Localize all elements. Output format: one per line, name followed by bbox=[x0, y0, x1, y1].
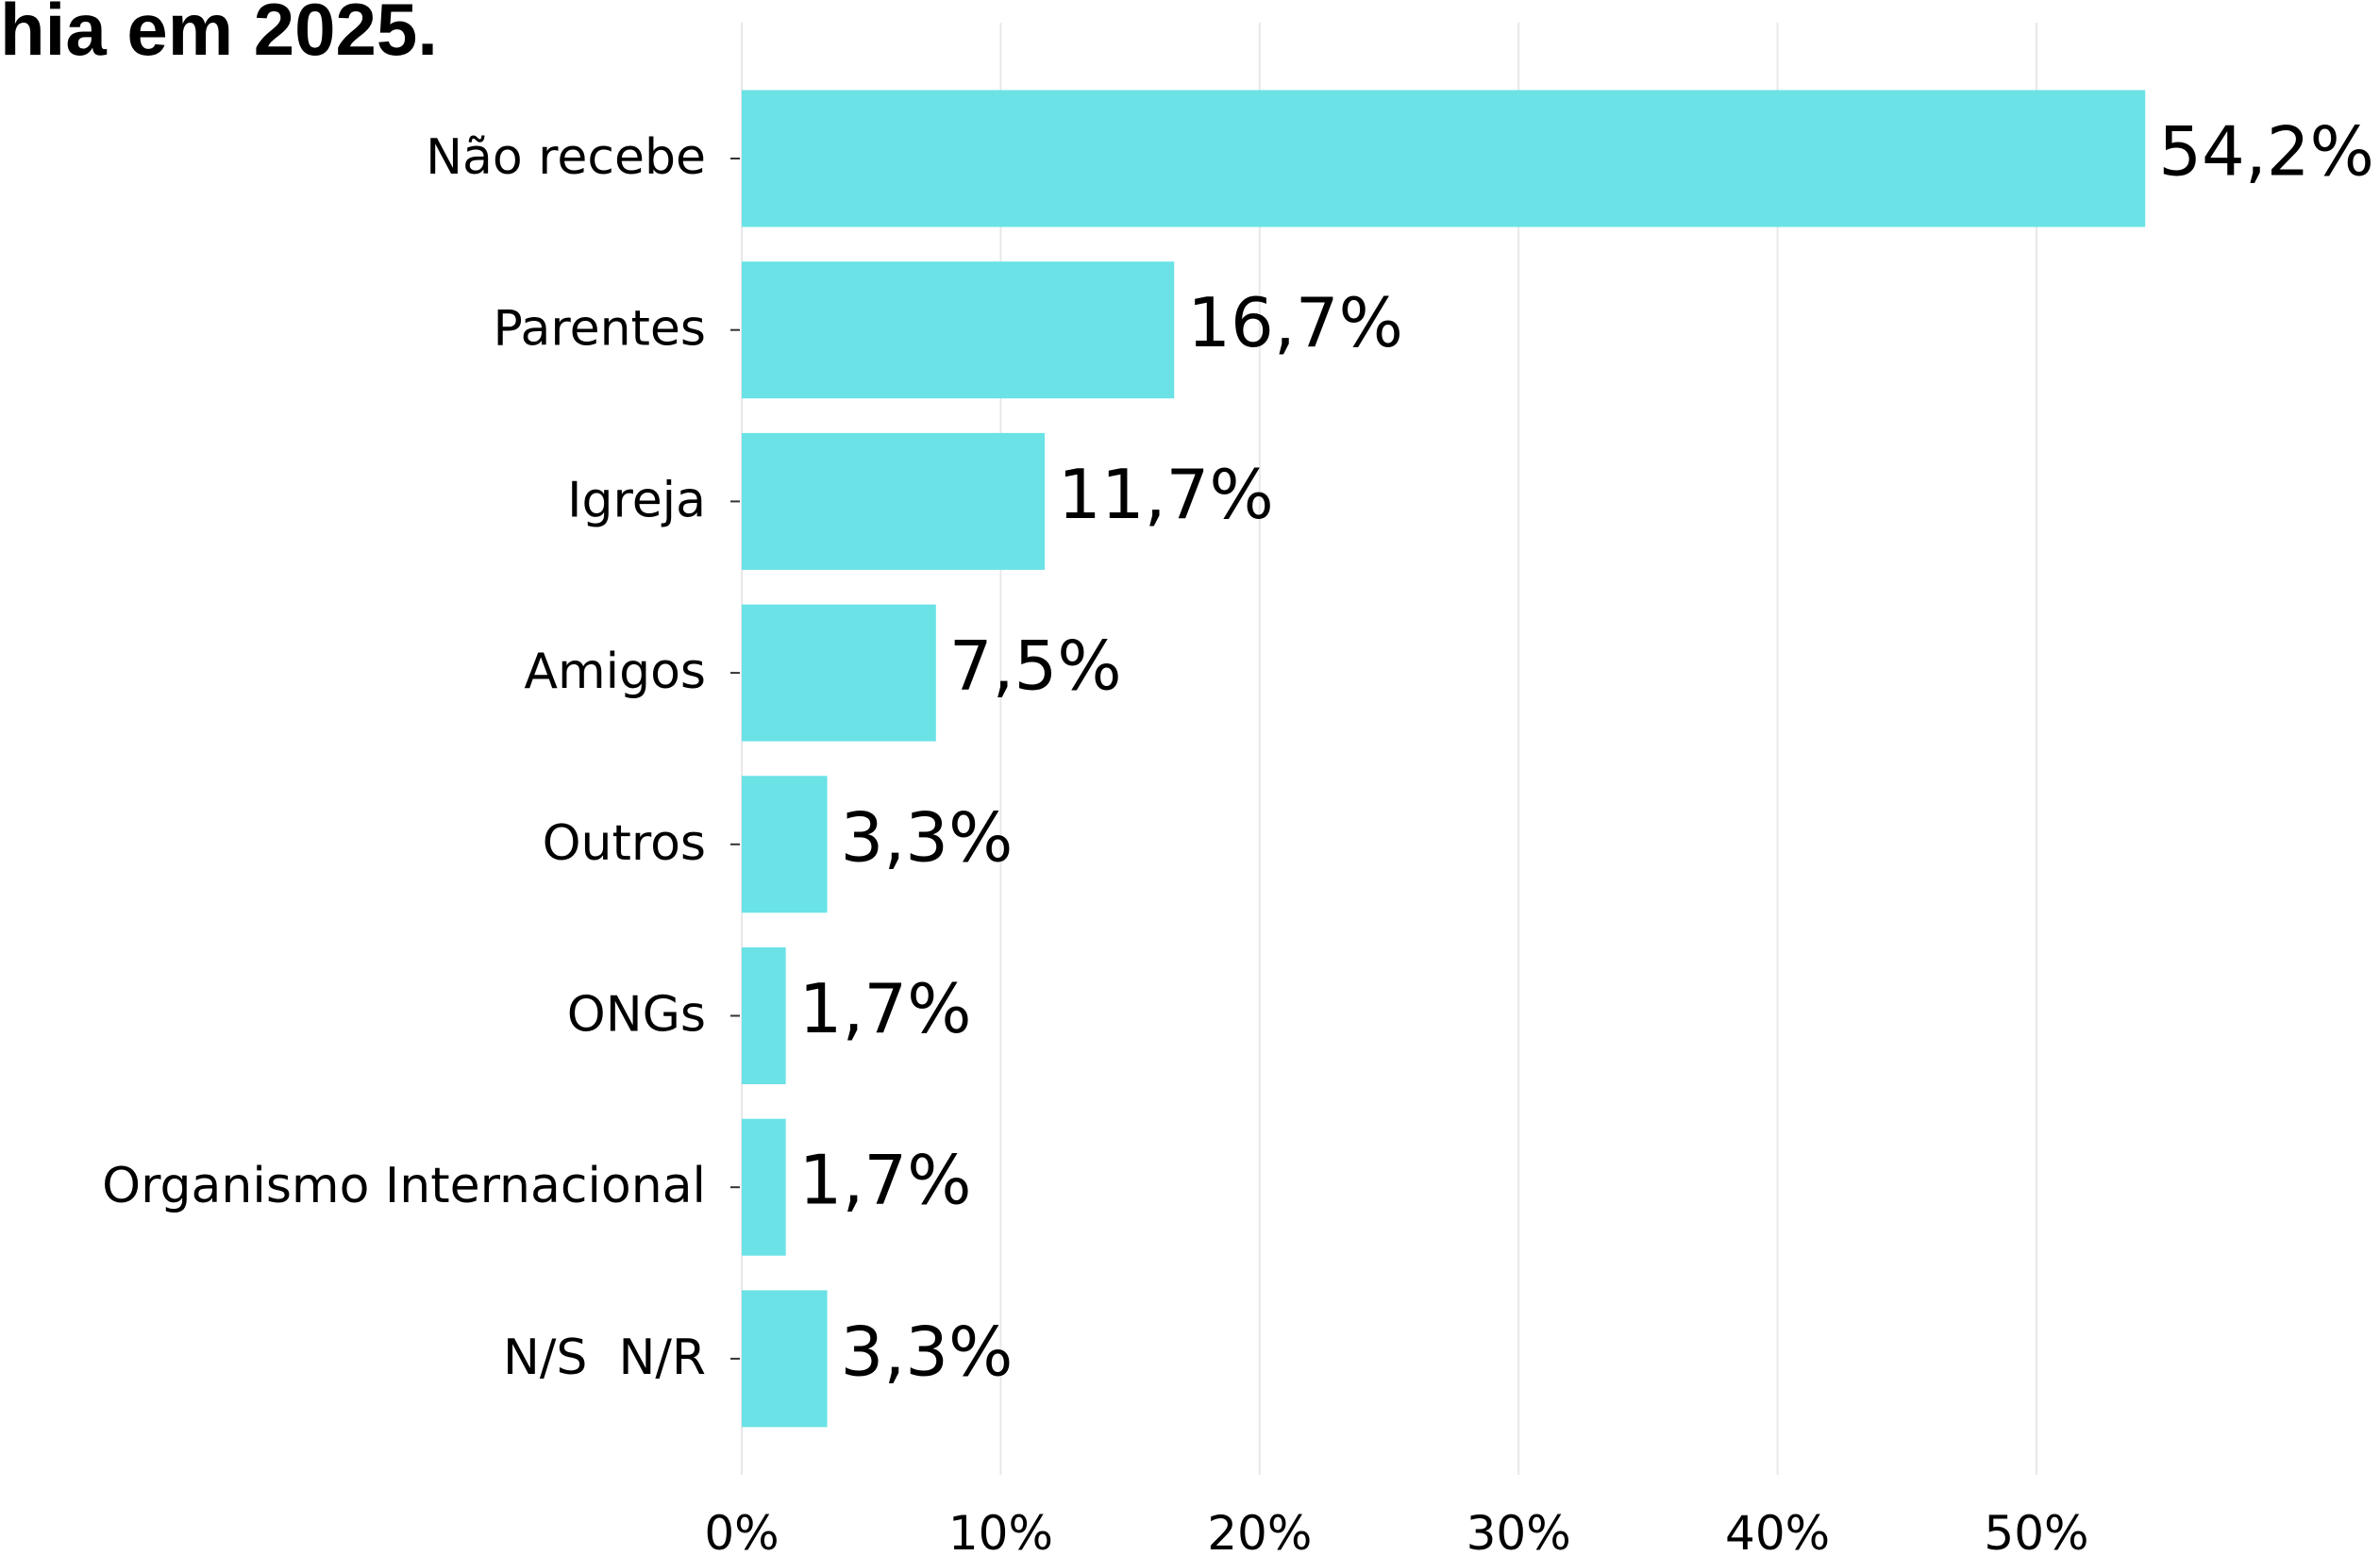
y-tick-label: Amigos bbox=[524, 644, 706, 700]
x-tick-label: 20% bbox=[1207, 1506, 1312, 1556]
y-tick-label: Igreja bbox=[567, 472, 706, 528]
x-tick-label: 40% bbox=[1725, 1506, 1830, 1556]
bar bbox=[742, 261, 1175, 399]
x-tick-label: 50% bbox=[1984, 1506, 2088, 1556]
y-tick-label: Organismo Internacional bbox=[102, 1158, 706, 1214]
bar bbox=[742, 604, 936, 742]
y-tick-label: ONGs bbox=[567, 987, 706, 1044]
y-tick-label: N/S N/R bbox=[503, 1330, 706, 1386]
x-tick-label: 10% bbox=[948, 1506, 1053, 1556]
bar bbox=[742, 776, 828, 913]
data-label: 7,5% bbox=[949, 627, 1122, 706]
bar bbox=[742, 90, 2146, 227]
x-tick-label: 30% bbox=[1467, 1506, 1571, 1556]
bar bbox=[742, 1118, 786, 1256]
y-tick-label: Outros bbox=[543, 815, 706, 872]
chart-title: hia em 2025. bbox=[0, 0, 438, 71]
bar bbox=[742, 947, 786, 1084]
bar bbox=[742, 1290, 828, 1428]
data-label: 16,7% bbox=[1187, 283, 1403, 362]
data-label: 54,2% bbox=[2158, 112, 2374, 192]
data-label: 3,3% bbox=[841, 1312, 1014, 1391]
data-label: 1,7% bbox=[799, 1141, 972, 1220]
y-tick-label: Parentes bbox=[493, 301, 706, 358]
y-tick-label: Não recebe bbox=[426, 129, 706, 186]
data-label: 11,7% bbox=[1058, 455, 1274, 534]
x-tick-label: 0% bbox=[704, 1506, 779, 1556]
bar bbox=[742, 432, 1046, 570]
data-label: 1,7% bbox=[799, 969, 972, 1048]
data-label: 3,3% bbox=[841, 797, 1014, 877]
